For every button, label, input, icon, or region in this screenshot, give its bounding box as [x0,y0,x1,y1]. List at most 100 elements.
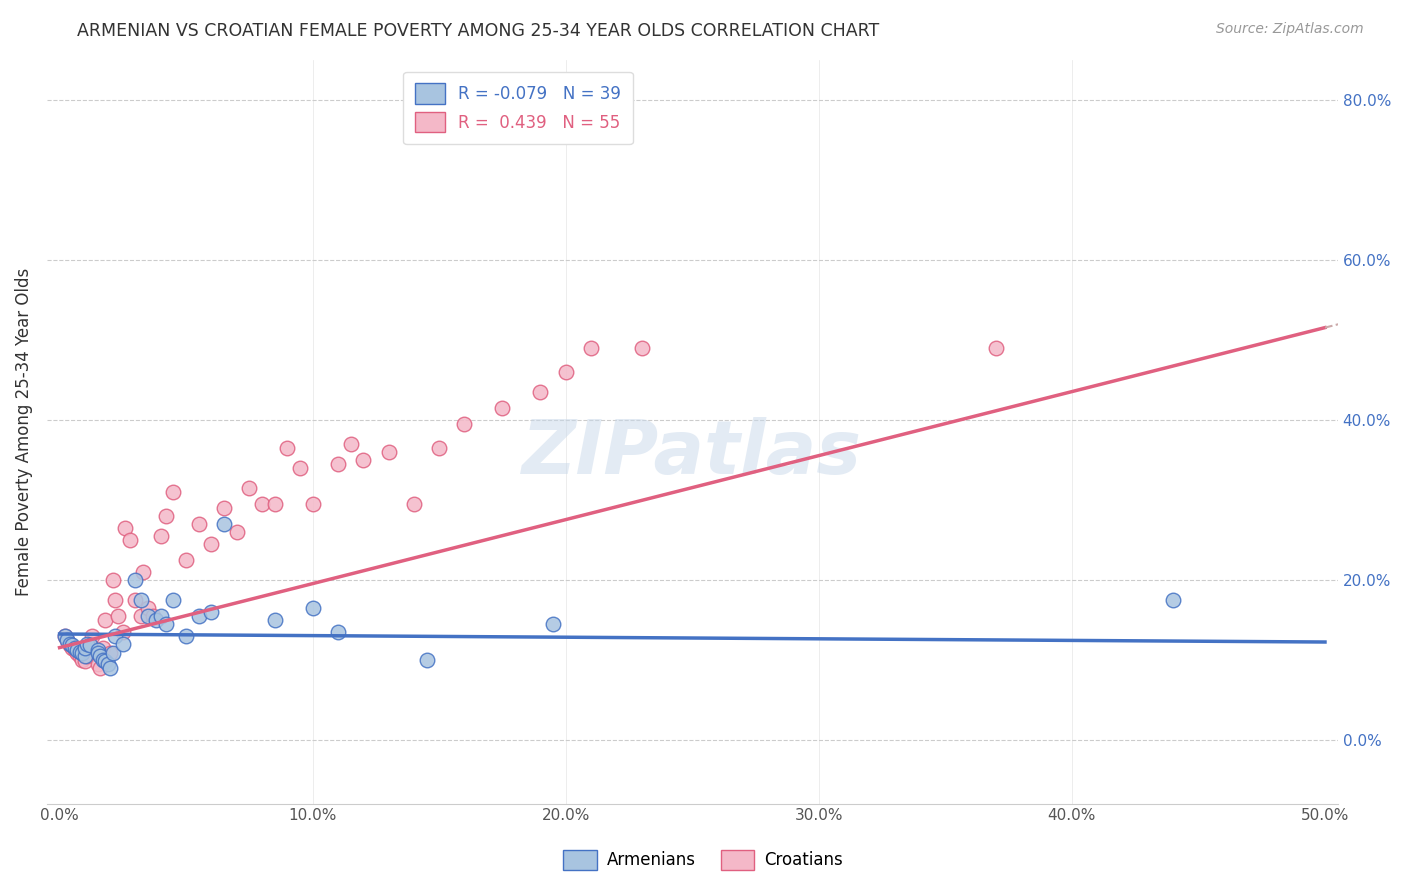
Point [415,652,437,666]
Point [60,640,83,655]
Point [288,460,311,475]
Point [377,444,399,458]
Point [59,638,82,652]
Point [101,646,124,660]
Point [136,608,159,623]
Point [72,652,94,666]
Point [212,516,235,531]
Point [491,401,513,415]
Point [212,500,235,515]
Point [301,600,323,615]
Point [79,638,101,652]
Point [132,565,155,579]
Point [145,613,167,627]
Point [91,640,114,655]
Point [200,605,222,619]
Point [86,643,108,657]
Legend: Armenians, Croatians: Armenians, Croatians [557,843,849,877]
Point [352,452,374,467]
Point [53,629,76,643]
Point [76,648,98,663]
Point [89,648,111,663]
Point [89,660,111,674]
Point [111,637,134,651]
Point [101,573,124,587]
Point [98,646,121,660]
Legend: R = -0.079   N = 39, R =  0.439   N = 55: R = -0.079 N = 39, R = 0.439 N = 55 [404,71,633,144]
Point [326,457,349,471]
Point [97,657,120,671]
Point [155,616,177,631]
Point [541,616,564,631]
Point [63,640,86,655]
Point [94,613,117,627]
Point [136,600,159,615]
Point [238,481,260,495]
Point [86,646,108,660]
Point [91,652,114,666]
Point [86,657,108,671]
Point [529,384,551,399]
Point [73,640,96,655]
Point [124,573,146,587]
Text: ARMENIAN VS CROATIAN FEMALE POVERTY AMONG 25-34 YEAR OLDS CORRELATION CHART: ARMENIAN VS CROATIAN FEMALE POVERTY AMON… [77,22,880,40]
Point [66,646,89,660]
Point [56,632,79,647]
Point [72,646,94,660]
Point [276,441,298,455]
Point [1161,592,1184,607]
Point [339,436,361,450]
Point [263,613,285,627]
Point [162,592,184,607]
Point [174,629,197,643]
Point [114,520,136,534]
Point [104,592,127,607]
Point [111,624,134,639]
Point [187,516,209,531]
Point [200,536,222,550]
Point [79,637,101,651]
Point [107,608,129,623]
Point [98,660,121,674]
Point [402,497,425,511]
Point [149,608,172,623]
Point [124,592,146,607]
Point [225,524,247,539]
Point [174,552,197,566]
Point [82,629,104,643]
Point [162,484,184,499]
Point [984,341,1007,355]
Point [69,648,91,663]
Point [326,624,349,639]
Point [142,608,165,623]
Y-axis label: Female Poverty Among 25-34 Year Olds: Female Poverty Among 25-34 Year Olds [15,268,32,596]
Point [301,497,323,511]
Point [453,417,475,431]
Point [69,645,91,659]
Point [427,441,450,455]
Point [59,637,82,651]
Point [263,497,285,511]
Point [60,638,83,652]
Point [155,508,177,523]
Point [149,528,172,542]
Point [104,629,127,643]
Point [73,654,96,668]
Point [66,643,89,657]
Point [73,648,96,663]
Point [129,592,152,607]
Point [53,629,76,643]
Point [94,654,117,668]
Point [76,637,98,651]
Point [120,533,142,547]
Point [56,632,79,647]
Text: ZIPatlas: ZIPatlas [522,417,862,491]
Point [63,643,86,657]
Point [129,608,152,623]
Point [554,365,576,379]
Point [250,497,273,511]
Text: Source: ZipAtlas.com: Source: ZipAtlas.com [1216,22,1364,37]
Point [630,341,652,355]
Point [579,341,602,355]
Point [187,608,209,623]
